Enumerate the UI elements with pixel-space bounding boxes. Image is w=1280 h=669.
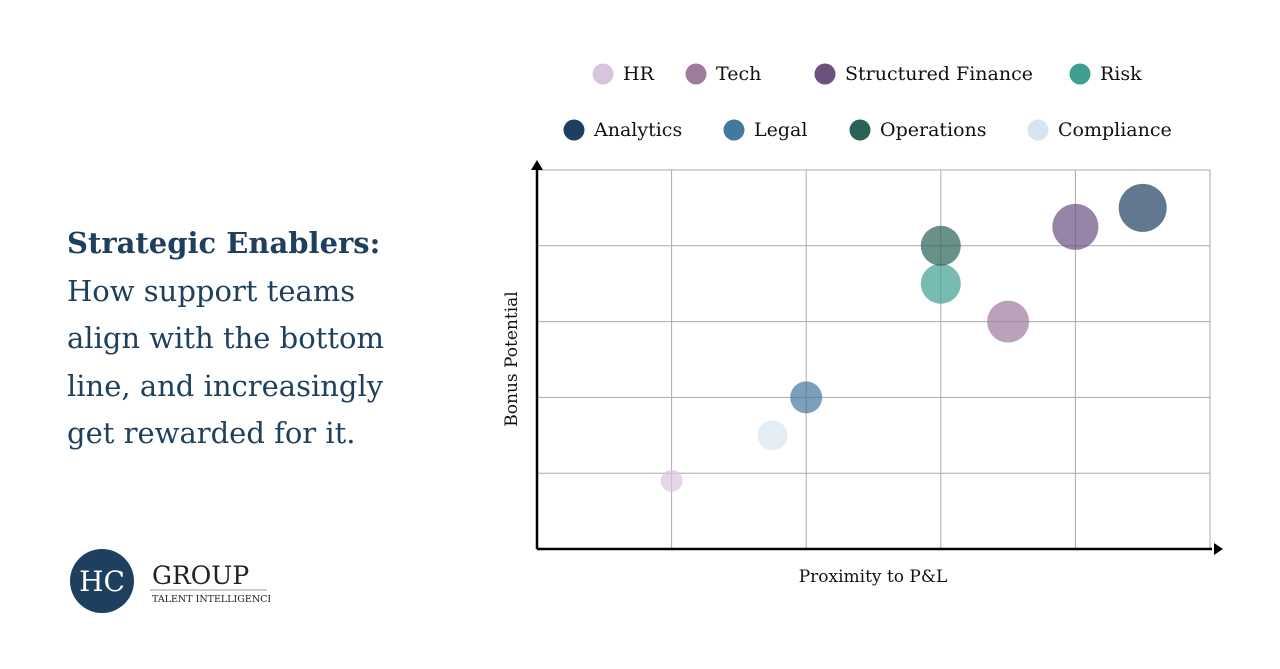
legend-item-analytics: Analytics	[563, 119, 682, 141]
legend-label: HR	[623, 63, 655, 85]
logo-tagline: TALENT INTELLIGENCE	[152, 594, 270, 605]
legend-label: Tech	[716, 63, 761, 85]
legend-swatch	[723, 119, 745, 141]
y-axis-label: Bonus Potential	[502, 291, 522, 426]
legend-label: Structured Finance	[845, 63, 1033, 85]
y-axis-arrow-icon	[531, 160, 543, 170]
legend-swatch	[685, 63, 707, 85]
legend-item-structured-finance: Structured Finance	[814, 63, 1033, 85]
legend-label: Compliance	[1058, 119, 1172, 141]
bubbles	[660, 183, 1167, 492]
headline: Strategic Enablers: How support teams al…	[67, 220, 427, 458]
x-axis-label: Proximity to P&L	[799, 567, 948, 587]
legend-item-hr: HR	[592, 63, 655, 85]
legend-swatch	[814, 63, 836, 85]
legend-swatch	[592, 63, 614, 85]
headline-bold: Strategic Enablers:	[67, 226, 381, 260]
bubble-risk	[920, 263, 961, 304]
bubble-legal	[790, 381, 823, 414]
legend-swatch	[1027, 119, 1049, 141]
logo: HC GROUP TALENT INTELLIGENCE	[70, 549, 270, 613]
logo-monogram: HC	[79, 565, 125, 598]
legend-item-risk: Risk	[1069, 63, 1142, 85]
axes	[531, 160, 1223, 555]
bubble-operations	[920, 225, 961, 266]
legend-swatch	[563, 119, 585, 141]
bubble-tech	[987, 300, 1030, 343]
bubble-structured-finance	[1052, 203, 1099, 250]
legend-label: Risk	[1100, 63, 1142, 85]
bubble-analytics	[1118, 183, 1167, 232]
grid	[537, 169, 1211, 549]
legend-label: Legal	[754, 119, 807, 141]
legend-swatch	[1069, 63, 1091, 85]
headline-text: How support teams align with the bottom …	[67, 273, 384, 451]
legend-item-tech: Tech	[685, 63, 761, 85]
legend-item-operations: Operations	[849, 119, 987, 141]
legend-item-legal: Legal	[723, 119, 807, 141]
legend-label: Operations	[880, 119, 987, 141]
bubble-hr	[660, 469, 683, 492]
logo-circle	[70, 549, 134, 613]
legend: HR Tech Structured Finance Risk Analytics Leg…	[563, 63, 1172, 141]
bubble-compliance	[757, 420, 788, 451]
legend-item-compliance: Compliance	[1027, 119, 1172, 141]
logo-name: GROUP	[152, 561, 249, 590]
x-axis-arrow-icon	[1214, 543, 1223, 555]
legend-swatch	[849, 119, 871, 141]
legend-label: Analytics	[593, 119, 682, 141]
